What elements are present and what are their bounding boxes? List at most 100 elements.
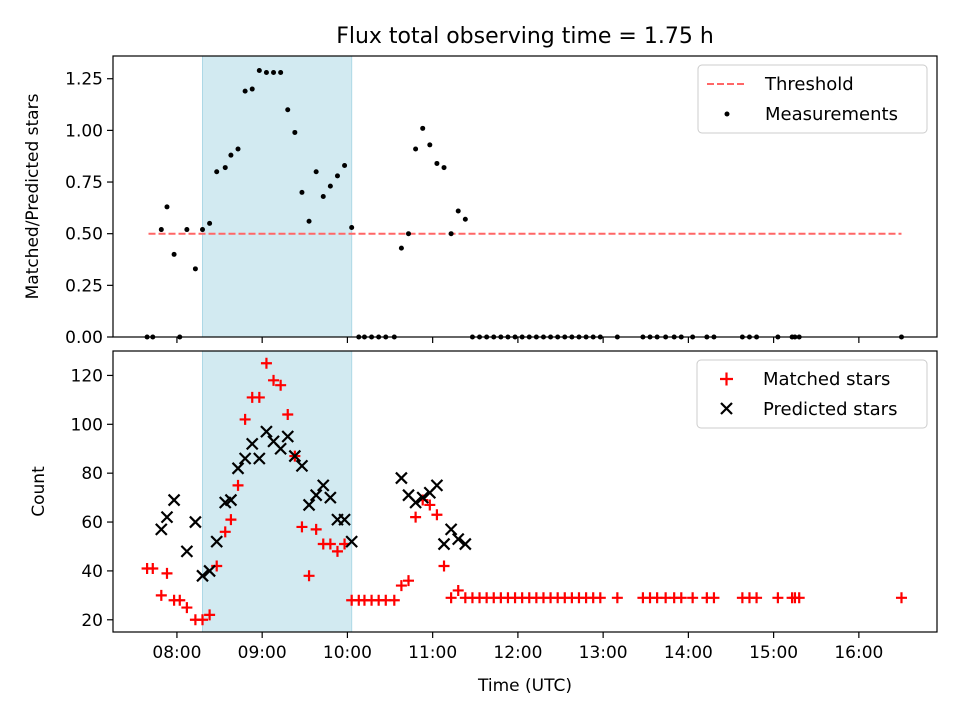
measurement-point (214, 169, 220, 175)
predicted-stars-point (437, 537, 451, 551)
measurement-point (320, 194, 326, 199)
measurement-point (256, 67, 262, 73)
counts-legend: Matched stars Predicted stars (696, 359, 928, 429)
predicted-stars-point (245, 437, 259, 451)
matched-stars-point (388, 594, 400, 606)
x-tick-label: 14:00 (664, 643, 713, 663)
predicted-stars-point (338, 513, 351, 526)
y-tick-label: 40 (81, 562, 103, 582)
predicted-stars-legend-label: Predicted stars (763, 399, 897, 420)
measurement-point (406, 231, 412, 237)
measurement-point (462, 216, 468, 222)
y-tick-label: 0.50 (65, 225, 103, 245)
y-tick-label: 80 (81, 464, 103, 484)
matched-stars-point (197, 614, 209, 626)
matched-stars-point (772, 592, 784, 604)
matched-stars-point (296, 521, 308, 533)
matched-stars-point (424, 499, 436, 511)
measurement-point (455, 208, 461, 214)
measurement-point (427, 142, 433, 148)
ratio-y-axis: 0.00 0.25 0.50 0.75 1.00 1.25 (65, 70, 113, 348)
counts-panel-plot-area (141, 350, 907, 633)
y-tick-label: 0.00 (65, 328, 103, 348)
predicted-stars-point (430, 479, 444, 492)
matched-stars-point (675, 592, 687, 604)
predicted-stars-point (260, 425, 273, 438)
predicted-stars-point (253, 452, 266, 465)
measurement-point (249, 86, 255, 92)
measurement-point (313, 169, 319, 175)
measurement-point (434, 160, 440, 166)
y-tick-label: 20 (81, 611, 103, 631)
matched-stars-point (403, 575, 415, 587)
predicted-stars-point (451, 532, 465, 546)
predicted-stars-point (167, 493, 181, 507)
measurement-point (171, 251, 177, 257)
measurement-point (334, 173, 340, 179)
measurement-point (306, 218, 312, 224)
x-tick-label: 11:00 (408, 643, 457, 663)
x-tick-label: 12:00 (493, 643, 542, 663)
x-tick-label: 08:00 (152, 643, 201, 663)
predicted-stars-point (324, 491, 337, 504)
counts-panel-frame (112, 350, 938, 633)
measurement-point (164, 204, 170, 210)
time-x-axis: 08:00 09:00 10:00 11:00 12:00 13:00 14:00 15:00… (152, 632, 883, 663)
predicted-stars-point (281, 430, 295, 443)
measurements-legend-swatch (724, 111, 730, 117)
y-tick-label: 60 (81, 513, 103, 533)
measurement-point (184, 227, 190, 233)
predicted-stars-point (203, 564, 216, 578)
matched-stars-point (181, 602, 193, 614)
predicted-stars-point (180, 545, 194, 558)
matched-stars-point (895, 592, 907, 604)
matched-stars-point (793, 592, 805, 604)
matched-stars-point (219, 526, 231, 538)
measurement-point (342, 163, 348, 169)
threshold-legend-label: Threshold (764, 74, 854, 95)
observing-window-highlight (202, 350, 353, 633)
measurement-point (292, 129, 298, 135)
predicted-stars-point (196, 569, 209, 583)
matched-stars-point (331, 545, 343, 557)
x-tick-label: 16:00 (834, 643, 883, 663)
y-tick-label: 100 (71, 415, 103, 435)
predicted-stars-legend-swatch (720, 402, 733, 415)
measurement-point (192, 266, 198, 272)
counts-legend-box (696, 359, 928, 429)
matched-stars-point (275, 379, 287, 391)
y-tick-label: 1.25 (65, 70, 103, 90)
measurement-point (207, 220, 213, 226)
measurement-point (398, 245, 404, 251)
measurement-point (299, 189, 305, 195)
matched-stars-point (445, 592, 457, 604)
matched-stars-point (431, 509, 443, 521)
matched-stars-point (253, 391, 265, 403)
matched-stars-point (260, 357, 272, 369)
predicted-stars-point (459, 537, 472, 551)
measurement-point (242, 88, 248, 94)
predicted-stars-point (210, 535, 223, 548)
matched-stars-legend-label: Matched stars (763, 369, 890, 390)
ratio-panel-frame (112, 55, 938, 338)
ratio-panel-plot-area (144, 55, 904, 340)
ratio-legend-box (697, 64, 928, 134)
measurement-point (420, 125, 426, 131)
predicted-stars-point (295, 459, 309, 473)
predicted-stars-point (316, 479, 330, 492)
predicted-stars-point (309, 488, 323, 502)
matched-stars-point (410, 511, 422, 523)
chart-title: Flux total observing time = 1.75 h (336, 24, 714, 49)
y-tick-label: 0.25 (65, 276, 103, 296)
y-tick-label: 0.75 (65, 173, 103, 193)
measurement-point (263, 70, 269, 76)
measurement-point (285, 107, 291, 113)
matched-stars-point (438, 560, 450, 572)
predicted-stars-point (189, 515, 202, 529)
matched-stars-point (174, 594, 186, 606)
matched-stars-point (751, 592, 763, 604)
measurement-point (222, 165, 228, 171)
measurement-point (349, 224, 355, 230)
predicted-stars-point (238, 452, 252, 465)
ratio-panel: 0.00 0.25 0.50 0.75 1.00 1.25 Matched/Predict… (23, 55, 938, 348)
